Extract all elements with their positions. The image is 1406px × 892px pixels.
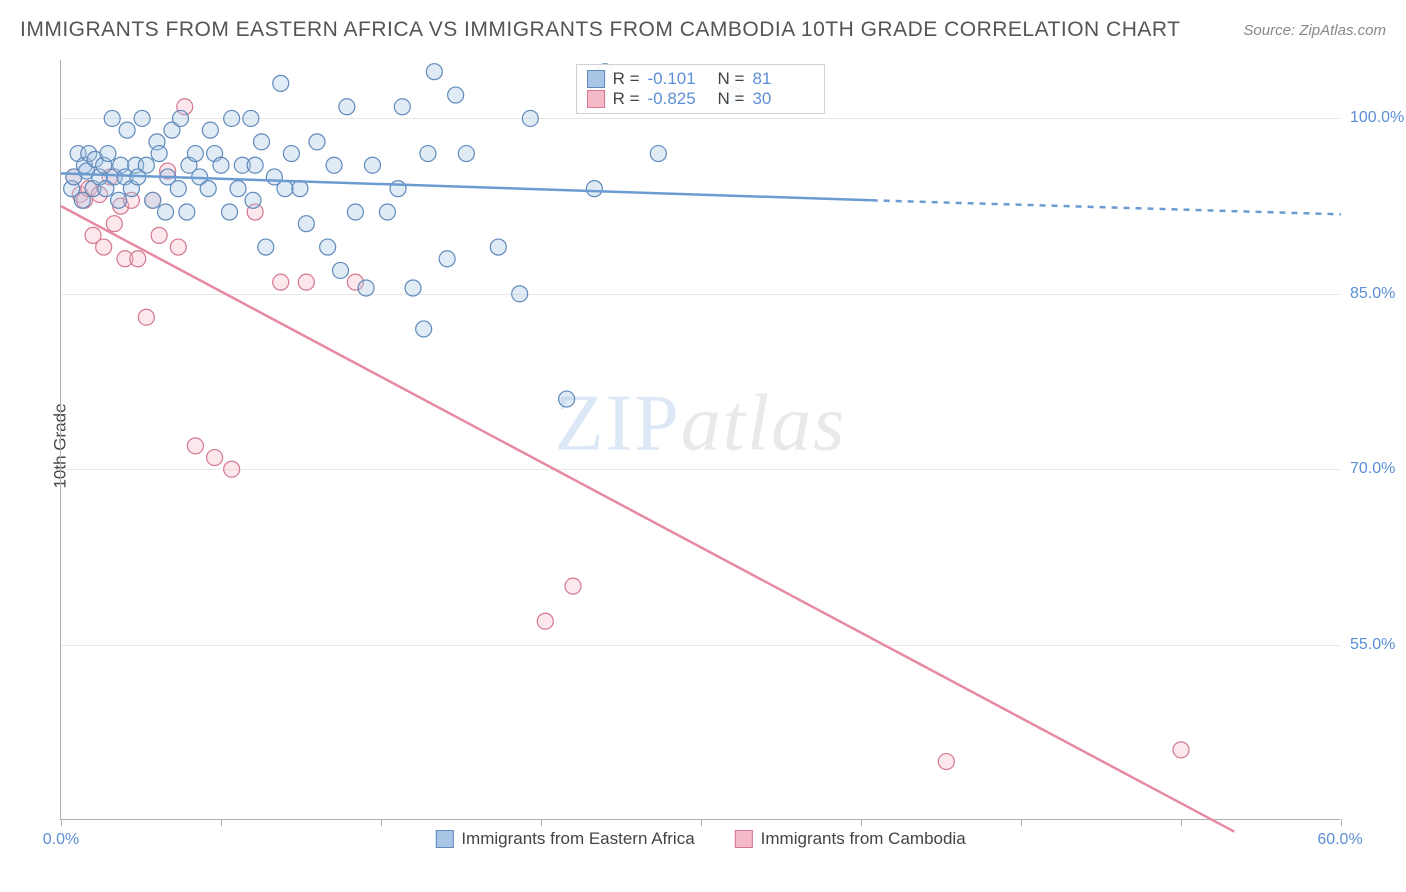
chart-title: IMMIGRANTS FROM EASTERN AFRICA VS IMMIGR… (20, 18, 1181, 42)
r-label: R = (613, 89, 640, 109)
legend-label-series1: Immigrants from Eastern Africa (461, 829, 694, 849)
y-tick-label: 70.0% (1350, 460, 1406, 478)
y-tick-label: 100.0% (1350, 109, 1406, 127)
n-value-series2: 30 (752, 89, 814, 109)
r-label: R = (613, 69, 640, 89)
source-link[interactable]: ZipAtlas.com (1299, 22, 1386, 39)
source-prefix: Source: (1243, 22, 1299, 39)
legend-label-series2: Immigrants from Cambodia (761, 829, 966, 849)
swatch-series2 (587, 90, 605, 108)
x-axis-max-label: 60.0% (1317, 831, 1362, 849)
legend-row-series2: R = -0.825 N = 30 (587, 89, 815, 109)
source-attribution: Source: ZipAtlas.com (1243, 22, 1386, 39)
n-label: N = (718, 69, 745, 89)
legend-row-series1: R = -0.101 N = 81 (587, 69, 815, 89)
swatch-series2 (735, 830, 753, 848)
series-legend: Immigrants from Eastern Africa Immigrant… (435, 829, 965, 849)
swatch-series1 (435, 830, 453, 848)
plot-area: ZIPatlas 55.0%70.0%85.0%100.0% R = -0.10… (60, 60, 1340, 820)
r-value-series2: -0.825 (648, 89, 710, 109)
legend-item-series1: Immigrants from Eastern Africa (435, 829, 694, 849)
correlation-legend: R = -0.101 N = 81 R = -0.825 N = 30 (576, 64, 826, 114)
swatch-series1 (587, 70, 605, 88)
x-axis-min-label: 0.0% (43, 831, 79, 849)
legend-item-series2: Immigrants from Cambodia (735, 829, 966, 849)
chart-canvas (61, 60, 1340, 819)
y-tick-label: 85.0% (1350, 285, 1406, 303)
n-label: N = (718, 89, 745, 109)
r-value-series1: -0.101 (648, 69, 710, 89)
y-tick-label: 55.0% (1350, 636, 1406, 654)
n-value-series1: 81 (752, 69, 814, 89)
